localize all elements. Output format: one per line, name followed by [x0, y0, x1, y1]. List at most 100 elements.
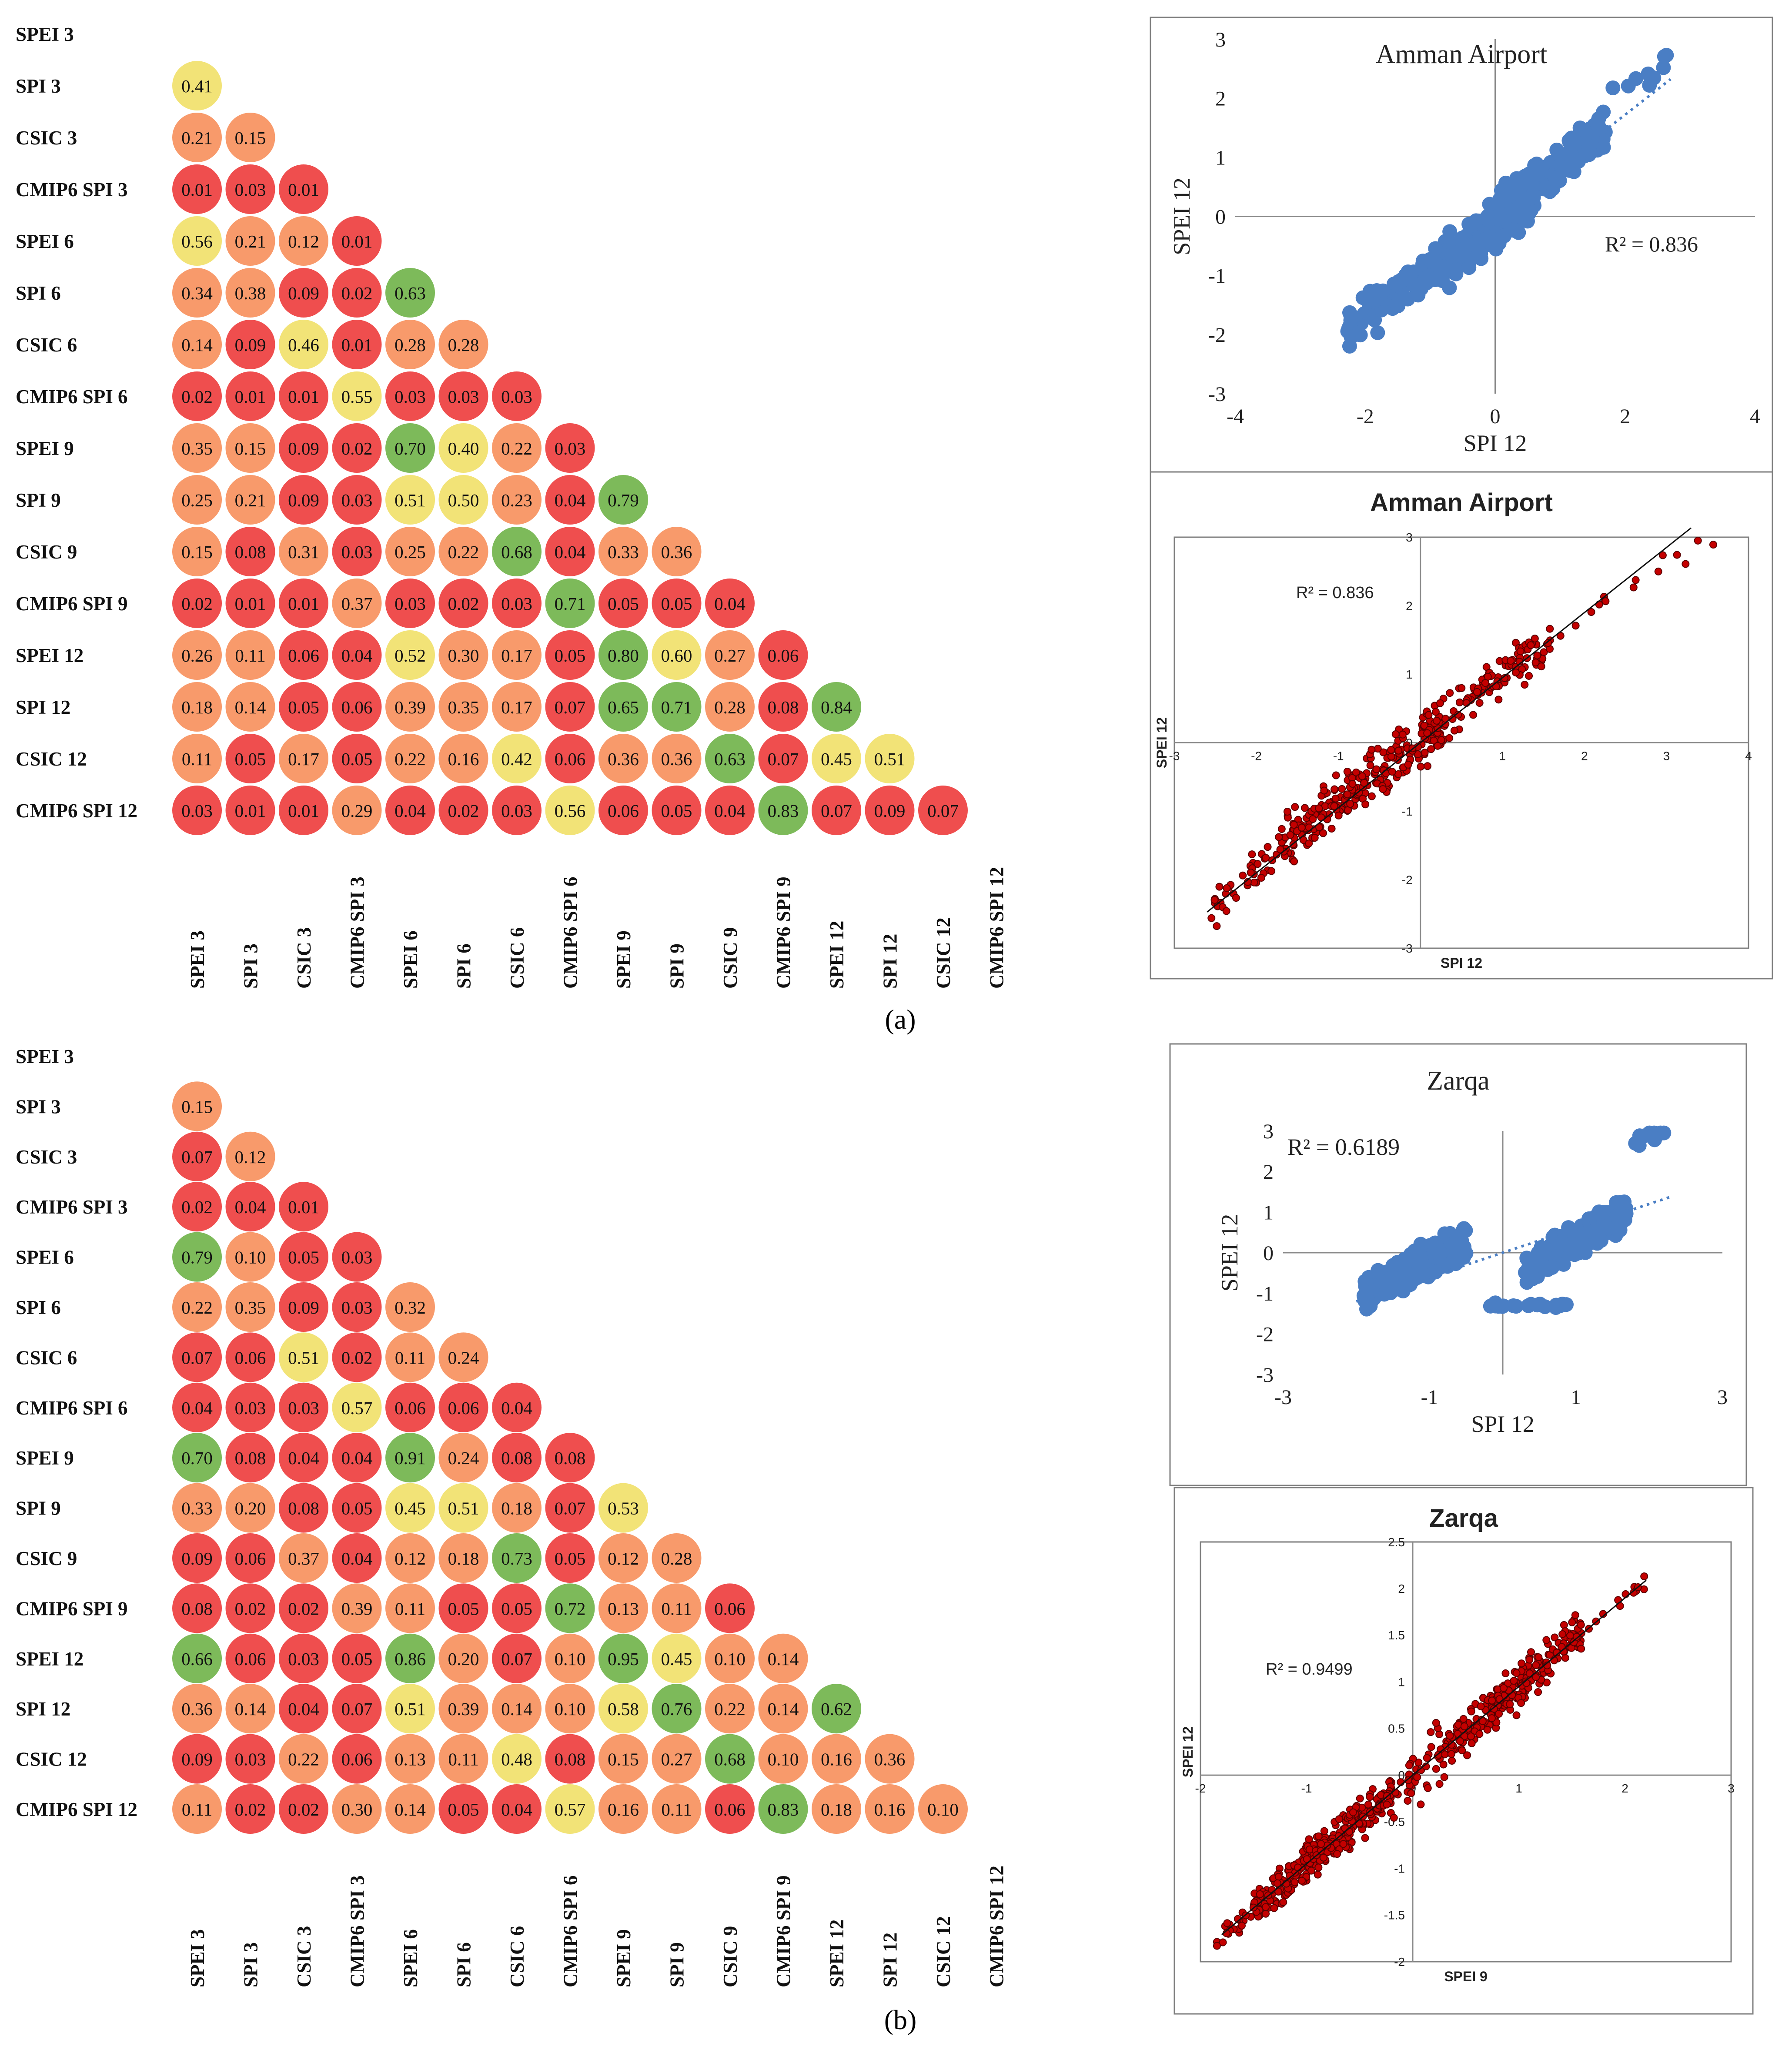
cell-value: 0.35 — [181, 438, 213, 458]
cell-value: 0.72 — [555, 1599, 586, 1619]
row-label: CSIC 12 — [16, 1749, 87, 1770]
cell-value: 0.01 — [288, 387, 319, 407]
data-point — [1467, 1732, 1475, 1740]
cell-value: 0.01 — [288, 1197, 319, 1217]
x-axis-title: SPI 12 — [1441, 955, 1482, 971]
matrix-cell — [492, 1784, 542, 1834]
cell-value: 0.79 — [608, 490, 639, 510]
cell-value: 0.68 — [501, 542, 532, 562]
matrix-cell — [385, 579, 435, 628]
data-point — [1694, 536, 1702, 545]
matrix-cell — [172, 1282, 222, 1332]
data-point — [1495, 1298, 1511, 1314]
matrix-cell — [598, 630, 648, 680]
data-point — [1531, 634, 1539, 642]
matrix-cell — [758, 1784, 808, 1834]
matrix-cell — [225, 786, 275, 835]
scatter-zarqa-blue: Zarqa -3 -1 1 3 3 2 1 0 -1 -2 -3 SPI 12 SPEI 12 R² = 0… — [1169, 1043, 1747, 1486]
matrix-cell — [279, 1332, 328, 1382]
column-label: CSIC 3 — [293, 1926, 315, 1987]
column-label: CSIC 9 — [719, 1926, 741, 1987]
data-point — [1314, 1863, 1323, 1872]
matrix-cell — [385, 268, 435, 318]
matrix-cell — [385, 1382, 435, 1432]
matrix-cell — [438, 734, 488, 783]
data-point — [1447, 1750, 1455, 1758]
cell-value: 0.55 — [341, 387, 373, 407]
chart-title: Amman Airport — [1376, 40, 1547, 69]
cell-value: 0.03 — [235, 180, 266, 200]
data-point — [1478, 1717, 1487, 1726]
matrix-cell — [705, 1734, 755, 1784]
cell-value: 0.28 — [714, 697, 746, 717]
matrix-cell — [652, 527, 702, 576]
data-point — [1377, 1791, 1385, 1799]
data-point — [1267, 867, 1276, 875]
chart-title: Amman Airport — [1370, 488, 1553, 517]
matrix-cell — [758, 1734, 808, 1784]
matrix-cell — [758, 1684, 808, 1734]
data-point — [1391, 730, 1400, 739]
cell-value: 0.22 — [288, 1749, 319, 1769]
y-tick-label: 2.5 — [1388, 1535, 1405, 1549]
cell-value: 0.12 — [288, 231, 319, 251]
matrix-cell — [279, 371, 328, 421]
data-point — [1311, 834, 1319, 842]
cell-value: 0.58 — [608, 1699, 639, 1719]
data-point — [1495, 1695, 1504, 1703]
cell-value: 0.18 — [501, 1498, 532, 1518]
data-point — [1262, 1903, 1270, 1911]
data-point — [1483, 1298, 1498, 1314]
x-tick-label: -4 — [1227, 405, 1244, 428]
data-point — [1493, 193, 1508, 208]
row-label: CMIP6 SPI 9 — [16, 1598, 128, 1619]
cell-value: 0.53 — [608, 1498, 639, 1518]
cell-value: 0.08 — [555, 1749, 586, 1769]
data-point — [1444, 1239, 1459, 1254]
data-point — [1468, 1739, 1476, 1747]
cell-value: 0.02 — [341, 283, 373, 303]
cell-value: 0.15 — [181, 542, 213, 562]
data-point — [1361, 800, 1370, 809]
cell-value: 0.14 — [181, 335, 213, 355]
y-tick-label: 3 — [1406, 531, 1413, 544]
matrix-cell — [225, 1382, 275, 1432]
matrix-cell — [332, 1332, 382, 1382]
cell-value: 0.39 — [395, 697, 426, 717]
cell-value: 0.07 — [555, 1498, 586, 1518]
matrix-cell — [172, 216, 222, 266]
cell-value: 0.51 — [288, 1348, 319, 1368]
cell-value: 0.07 — [927, 801, 959, 821]
data-point — [1349, 1808, 1357, 1816]
cell-value: 0.10 — [768, 1749, 799, 1769]
column-label: CSIC 6 — [506, 1926, 528, 1987]
data-point — [1361, 1834, 1369, 1842]
cell-value: 0.07 — [821, 801, 852, 821]
row-label: SPEI 12 — [16, 1648, 84, 1670]
matrix-cell — [918, 1784, 968, 1834]
cell-value: 0.05 — [341, 749, 373, 769]
matrix-cell — [385, 1533, 435, 1583]
matrix-cell — [385, 786, 435, 835]
data-point — [1499, 1684, 1508, 1692]
data-point — [1276, 845, 1284, 853]
matrix-cell — [598, 786, 648, 835]
cell-value: 0.09 — [181, 1548, 213, 1568]
data-point — [1404, 1797, 1412, 1805]
row-label: CSIC 12 — [16, 748, 87, 770]
x-tick-label: 2 — [1581, 749, 1588, 763]
matrix-cell — [492, 734, 542, 783]
matrix-cell — [332, 1633, 382, 1683]
cell-value: 0.10 — [927, 1799, 959, 1819]
y-tick-label: 1.5 — [1388, 1629, 1405, 1642]
data-point — [1424, 762, 1432, 770]
data-point — [1533, 651, 1541, 659]
data-point — [1333, 1850, 1341, 1858]
column-label: CMIP6 SPI 3 — [347, 877, 368, 989]
data-point — [1512, 1711, 1521, 1719]
matrix-cell — [385, 1684, 435, 1734]
matrix-cell — [225, 216, 275, 266]
y-tick-label: 2 — [1263, 1160, 1274, 1184]
data-point — [1404, 1248, 1420, 1264]
row-label: CMIP6 SPI 12 — [16, 800, 137, 822]
